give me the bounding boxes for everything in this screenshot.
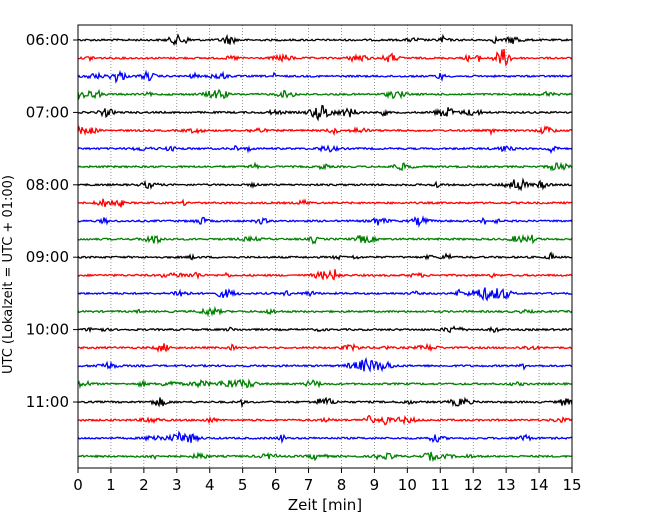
plot-frame (77, 24, 573, 469)
x-tick-label: 7 (304, 476, 314, 494)
trace-line (77, 161, 573, 172)
x-tick-label: 12 (464, 476, 483, 494)
trace-line (77, 396, 573, 409)
trace-line (77, 69, 573, 84)
y-axis-label: UTC (Lokalzeit = UTC + 01:00) (1, 175, 16, 374)
trace-line (77, 33, 573, 46)
trace-line (77, 104, 573, 122)
trace-line (77, 305, 573, 318)
trace-line (77, 378, 573, 390)
x-tick-label: 5 (238, 476, 248, 494)
trace-line (77, 251, 573, 261)
x-tick-label: 15 (562, 476, 581, 494)
trace-line (77, 342, 573, 354)
trace-line (77, 325, 573, 334)
trace-line (77, 356, 573, 373)
trace-line (77, 451, 573, 463)
y-axis: 06:00 07:00 08:00 09:00 10:00 11:00 (26, 31, 78, 411)
y-tick-label: 08:00 (26, 176, 69, 194)
x-tick-label: 9 (370, 476, 380, 494)
x-tick-label: 13 (497, 476, 516, 494)
y-tick-label: 11:00 (26, 393, 69, 411)
y-tick-label: 10:00 (26, 321, 69, 339)
traces (77, 33, 573, 463)
x-axis: 0 1 2 3 4 5 6 7 8 9 10 11 12 13 14 15 (73, 468, 582, 494)
trace-line (77, 88, 573, 101)
x-tick-label: 3 (172, 476, 182, 494)
y-tick-label: 07:00 (26, 103, 69, 121)
x-tick-label: 0 (73, 476, 83, 494)
x-tick-label: 8 (337, 476, 347, 494)
trace-line (77, 215, 573, 228)
trace-line (77, 125, 573, 137)
trace-line (77, 144, 573, 154)
trace-line (77, 198, 573, 208)
trace-line (77, 48, 573, 67)
x-tick-label: 2 (139, 476, 149, 494)
trace-line (77, 414, 573, 426)
trace-line (77, 430, 573, 445)
trace-line (77, 269, 573, 281)
grid-lines (110, 25, 540, 468)
x-tick-label: 1 (106, 476, 116, 494)
x-tick-label: 14 (530, 476, 549, 494)
trace-line (77, 287, 573, 302)
trace-line (77, 177, 573, 192)
x-tick-label: 4 (205, 476, 215, 494)
x-tick-label: 6 (271, 476, 281, 494)
y-tick-label: 06:00 (26, 31, 69, 49)
x-tick-label: 10 (398, 476, 417, 494)
y-tick-label: 09:00 (26, 248, 69, 266)
x-tick-label: 11 (431, 476, 450, 494)
x-axis-label: Zeit [min] (288, 496, 362, 514)
trace-line (77, 233, 573, 245)
